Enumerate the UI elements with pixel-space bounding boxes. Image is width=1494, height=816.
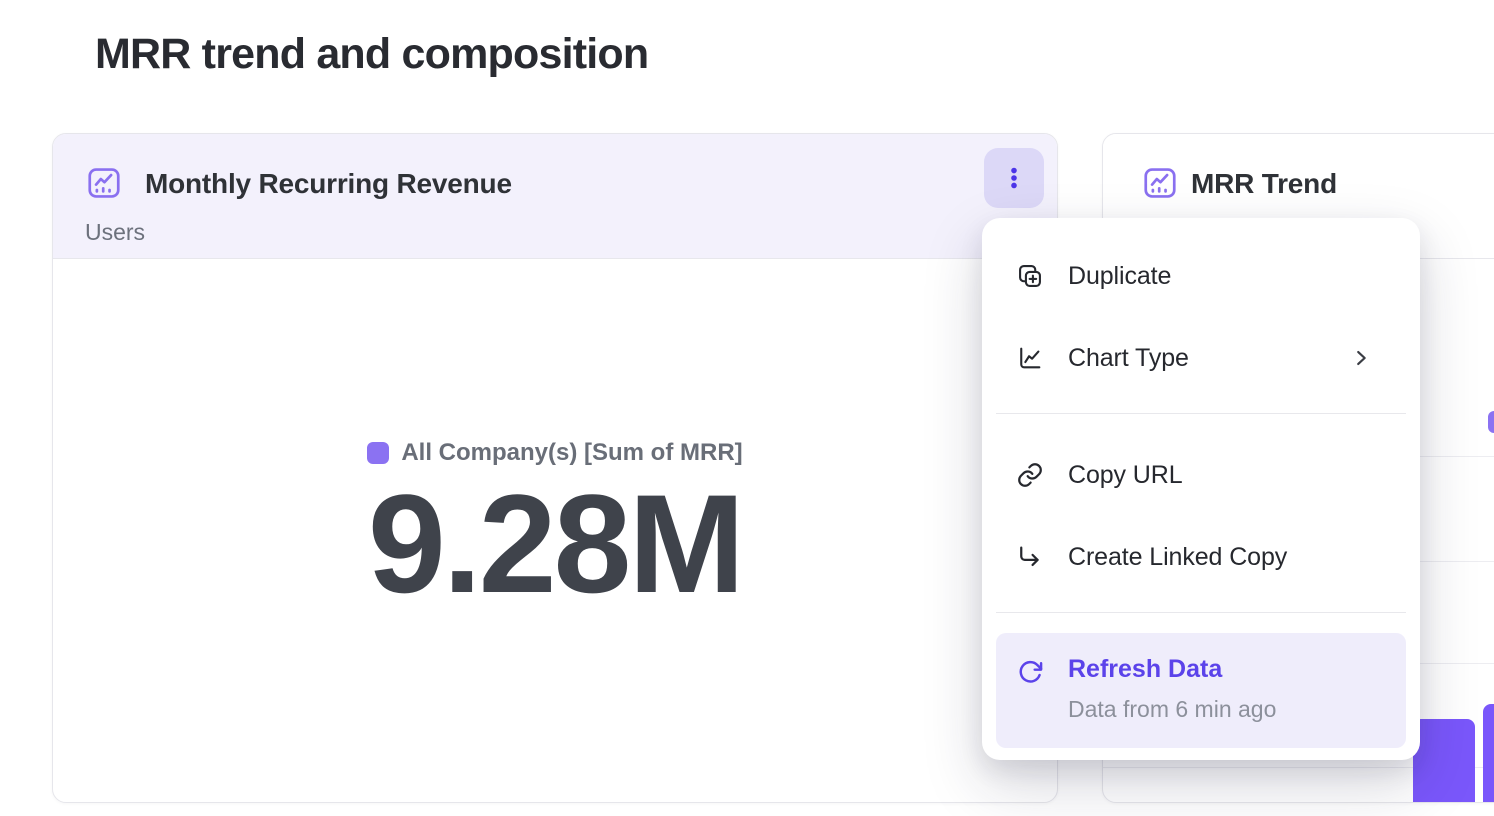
menu-item-label: Copy URL	[1068, 460, 1183, 489]
mrr-kpi-card-header: Monthly Recurring Revenue Users	[53, 134, 1057, 259]
kpi-legend: All Company(s) [Sum of MRR]	[367, 439, 743, 467]
menu-item-label: Create Linked Copy	[1068, 542, 1288, 571]
kpi-value: 9.28M	[367, 465, 745, 622]
link-icon	[1016, 461, 1044, 489]
trend-bar[interactable]	[1483, 704, 1494, 802]
menu-item-label: Chart Type	[1068, 343, 1189, 372]
menu-divider	[996, 413, 1406, 414]
chart-widget-icon	[1141, 164, 1179, 202]
trend-bar[interactable]	[1413, 719, 1475, 802]
chevron-right-icon	[1350, 347, 1372, 369]
card-options-menu: Duplicate Chart Type	[982, 218, 1420, 760]
mrr-kpi-card-body: All Company(s) [Sum of MRR] 9.28M	[53, 259, 1057, 802]
menu-item-create-linked-copy[interactable]: Create Linked Copy	[996, 516, 1406, 598]
legend-label: All Company(s) [Sum of MRR]	[401, 439, 743, 466]
chart-widget-icon	[85, 164, 123, 202]
mrr-kpi-card: Monthly Recurring Revenue Users All Comp…	[52, 133, 1058, 803]
mrr-kpi-card-subtitle: Users	[85, 219, 146, 245]
refresh-icon	[1016, 658, 1044, 686]
linked-copy-arrow-icon	[1016, 543, 1044, 571]
menu-item-refresh-data[interactable]: Refresh Data Data from 6 min ago	[996, 633, 1406, 748]
mrr-trend-card-title: MRR Trend	[1191, 168, 1337, 199]
menu-item-chart-type[interactable]: Chart Type	[996, 317, 1406, 399]
legend-swatch-icon	[1488, 411, 1494, 433]
gridline	[1103, 767, 1494, 768]
refresh-data-age: Data from 6 min ago	[1068, 696, 1277, 722]
menu-divider	[996, 612, 1406, 613]
menu-item-label: Duplicate	[1068, 261, 1172, 290]
legend-swatch-icon	[367, 442, 390, 464]
chart-type-icon	[1016, 344, 1044, 372]
duplicate-icon	[1016, 262, 1044, 290]
menu-item-duplicate[interactable]: Duplicate	[996, 235, 1406, 317]
menu-item-copy-url[interactable]: Copy URL	[996, 434, 1406, 516]
kebab-icon	[998, 162, 1030, 194]
card-options-button[interactable]	[984, 148, 1044, 208]
mrr-kpi-card-title: Monthly Recurring Revenue	[145, 168, 512, 199]
menu-item-label: Refresh Data	[1068, 655, 1223, 683]
page-title: MRR trend and composition	[95, 30, 649, 78]
